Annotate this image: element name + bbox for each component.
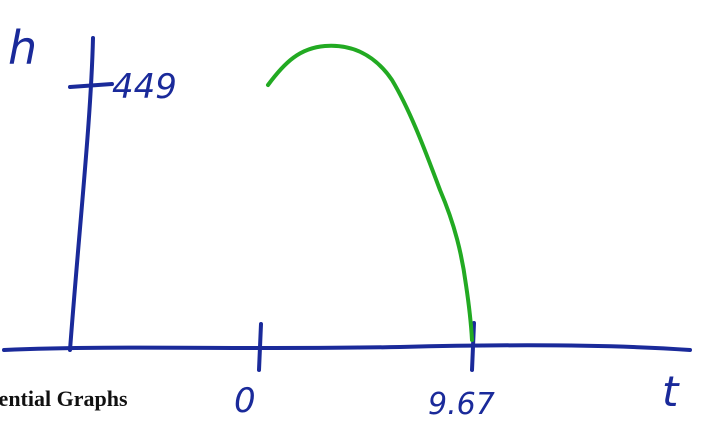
x-axis-tick-end <box>470 321 476 372</box>
height-curve <box>266 43 474 342</box>
x-axis-line <box>2 343 692 352</box>
y-tick-label: 449 <box>112 67 177 107</box>
caption-text: sential Graphs <box>0 386 128 411</box>
x-tick-label-end: 9.67 <box>428 387 495 422</box>
y-axis-tick <box>68 82 114 89</box>
x-axis-label: t <box>662 367 680 416</box>
y-axis-label: h <box>8 21 37 75</box>
y-axis-line <box>68 36 95 352</box>
x-axis-tick-zero <box>257 322 263 372</box>
x-tick-label-zero: 0 <box>234 381 256 421</box>
